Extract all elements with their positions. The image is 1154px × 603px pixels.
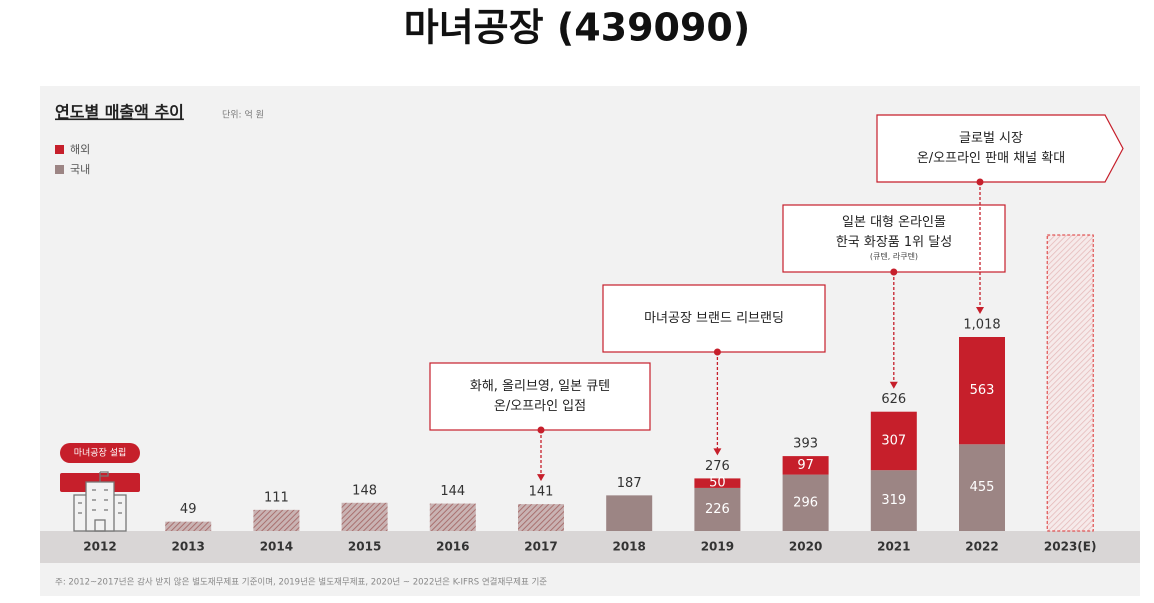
annotation-box <box>602 284 826 353</box>
x-tick-label: 2023(E) <box>1044 540 1097 554</box>
page-title: 마녀공장 (439090) <box>404 6 750 50</box>
bar-segment <box>959 444 1005 531</box>
plot: 2012 2013 49 2014 111 2015 148 2016 144 2017 141 20… <box>83 114 1124 554</box>
bar-segment <box>959 337 1005 445</box>
bar-segment <box>518 504 564 531</box>
bar-segment <box>165 521 212 531</box>
total-label: 148 <box>352 483 377 498</box>
legend-swatch <box>55 165 64 174</box>
annotation-dot <box>713 348 721 356</box>
total-label: 1,018 <box>963 318 1000 333</box>
building-icon <box>73 471 127 532</box>
total-label: 187 <box>617 476 642 491</box>
segment-label: 307 <box>881 433 906 448</box>
annotation-note: (큐텐, 라쿠텐) <box>870 251 918 261</box>
axis-band <box>40 531 1140 563</box>
x-tick-label: 2018 <box>612 540 645 554</box>
estimate-box <box>1046 234 1094 532</box>
chart-title: 연도별 매출액 추이 <box>55 103 184 122</box>
arrow-head <box>713 448 722 456</box>
x-tick-label: 2013 <box>171 540 204 554</box>
bar-segment <box>341 502 388 531</box>
annotation-dot <box>890 268 898 276</box>
arrow-head <box>889 381 898 389</box>
arrow-head <box>976 307 984 314</box>
total-label: 49 <box>180 502 197 517</box>
bar-segment <box>694 487 741 531</box>
bar-segment <box>782 456 829 475</box>
segment-label: 319 <box>881 493 906 508</box>
annotation-dot <box>976 178 984 186</box>
x-tick-label: 2014 <box>260 540 293 554</box>
legend-label: 국내 <box>70 163 90 176</box>
founding-label: 마녀공장 설립 <box>74 448 127 459</box>
total-label: 393 <box>793 437 818 452</box>
footnote: 주: 2012~2017년은 감사 받지 않은 별도재무제표 기준이며, 201… <box>55 577 547 588</box>
bar-segment <box>870 411 917 471</box>
unit-label: 단위: 억 원 <box>222 109 264 121</box>
founding-badge <box>60 443 140 463</box>
annotation-box <box>876 114 1124 183</box>
annotation-dot <box>537 426 545 434</box>
bar-segment <box>429 503 476 531</box>
annotation-text: 화해, 올리브영, 일본 큐텐 <box>470 379 610 394</box>
bar-segment <box>606 495 653 531</box>
x-tick-label: 2017 <box>524 540 557 554</box>
total-label: 626 <box>881 392 906 407</box>
segment-label: 50 <box>709 476 726 491</box>
x-tick-label: 2021 <box>877 540 910 554</box>
x-tick-label: 2022 <box>965 540 998 554</box>
legend-swatch <box>55 145 64 154</box>
annotation-text: 온/오프라인 판매 채널 확대 <box>917 151 1065 166</box>
segment-label: 563 <box>970 383 995 398</box>
x-tick-label: 2015 <box>348 540 381 554</box>
total-label: 111 <box>264 490 289 505</box>
annotation-text: 글로벌 시장 <box>959 131 1023 146</box>
annotation-box <box>429 362 651 431</box>
segment-label: 97 <box>797 458 814 473</box>
annotation-text: 일본 대형 온라인몰 <box>842 215 946 230</box>
annotation-text: 마녀공장 브랜드 리브랜딩 <box>644 311 784 326</box>
total-label: 144 <box>440 484 465 499</box>
total-label: 141 <box>529 485 554 500</box>
bar-segment <box>694 478 741 488</box>
legend-label: 해외 <box>70 142 90 156</box>
x-tick-label: 2020 <box>789 540 822 554</box>
annotation-box <box>782 204 1006 273</box>
segment-label: 455 <box>970 480 995 495</box>
arrow-head <box>537 474 545 482</box>
annotation-text: 한국 화장품 1위 달성 <box>836 235 952 250</box>
bar-segment <box>253 509 300 531</box>
x-tick-label: 2016 <box>436 540 469 554</box>
segment-label: 296 <box>793 495 818 510</box>
bar-segment <box>870 470 917 531</box>
bar-segment <box>782 474 829 531</box>
x-tick-label: 2012 <box>83 540 116 554</box>
annotation-text: 온/오프라인 입점 <box>494 399 586 414</box>
x-tick-label: 2019 <box>701 540 734 554</box>
segment-label: 226 <box>705 502 730 517</box>
total-label: 276 <box>705 459 730 474</box>
